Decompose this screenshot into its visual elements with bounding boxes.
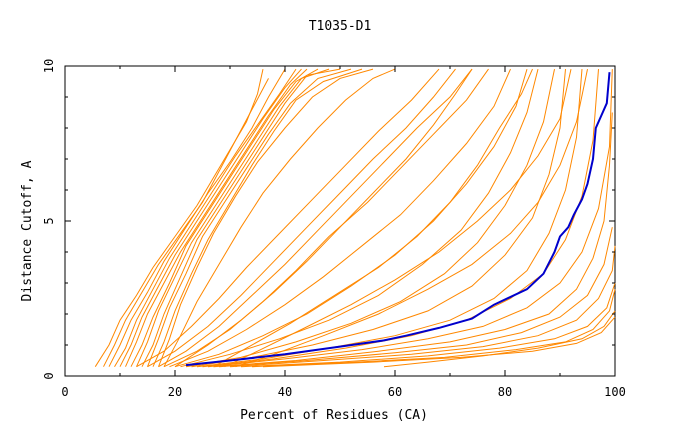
- series-line-33: [224, 68, 572, 368]
- series-line-7: [130, 68, 319, 367]
- x-tick-label-80: 80: [498, 385, 512, 399]
- series-line-4: [114, 68, 297, 367]
- series-line-29: [240, 282, 616, 368]
- y-tick-label-0: 0: [42, 372, 56, 379]
- series-line-30: [251, 289, 616, 368]
- series-line-32: [383, 310, 616, 368]
- series-line-31: [262, 316, 616, 368]
- series-line-10: [147, 68, 352, 367]
- series-line-21: [185, 68, 555, 368]
- series-line-3: [108, 68, 286, 367]
- series-line-13: [163, 68, 396, 367]
- x-tick-label-100: 100: [604, 385, 626, 399]
- y-axis-label: Distance Cutoff, A: [20, 160, 35, 301]
- series-line-36: [174, 68, 473, 368]
- series-line-18: [169, 68, 511, 368]
- series-line-16: [158, 68, 473, 368]
- series-line-25: [207, 69, 613, 368]
- series-line-28: [229, 245, 616, 368]
- series-line-34: [235, 68, 588, 368]
- x-tick-label-60: 60: [388, 385, 402, 399]
- series-layer: [94, 68, 616, 368]
- y-tick-label-10: 10: [42, 59, 56, 73]
- series-line-11: [152, 68, 363, 367]
- x-tick-label-20: 20: [168, 385, 182, 399]
- series-line-5: [119, 68, 302, 367]
- series-line-12: [158, 68, 374, 367]
- series-line-8: [136, 68, 330, 367]
- highlight-layer: [185, 72, 611, 367]
- highlight-series-line: [185, 72, 611, 367]
- series-line-14: [136, 68, 440, 368]
- series-line-35: [213, 68, 533, 368]
- x-tick-label-40: 40: [278, 385, 292, 399]
- series-line-9: [141, 68, 341, 367]
- series-line-2: [103, 78, 269, 367]
- x-tick-label-0: 0: [61, 385, 68, 399]
- series-line-27: [218, 227, 613, 368]
- series-line-26: [213, 112, 613, 368]
- y-tick-label-5: 5: [42, 217, 56, 224]
- series-line-15: [147, 68, 456, 368]
- series-line-20: [180, 68, 539, 368]
- series-line-19: [174, 68, 528, 368]
- series-line-24: [202, 69, 599, 368]
- chart-title: T1035-D1: [309, 19, 372, 34]
- x-axis-label: Percent of Residues (CA): [240, 408, 428, 423]
- series-line-22: [191, 69, 566, 368]
- series-line-6: [125, 68, 308, 367]
- axes-layer: 0 20 40 60 80 100 0 5 10: [42, 59, 626, 399]
